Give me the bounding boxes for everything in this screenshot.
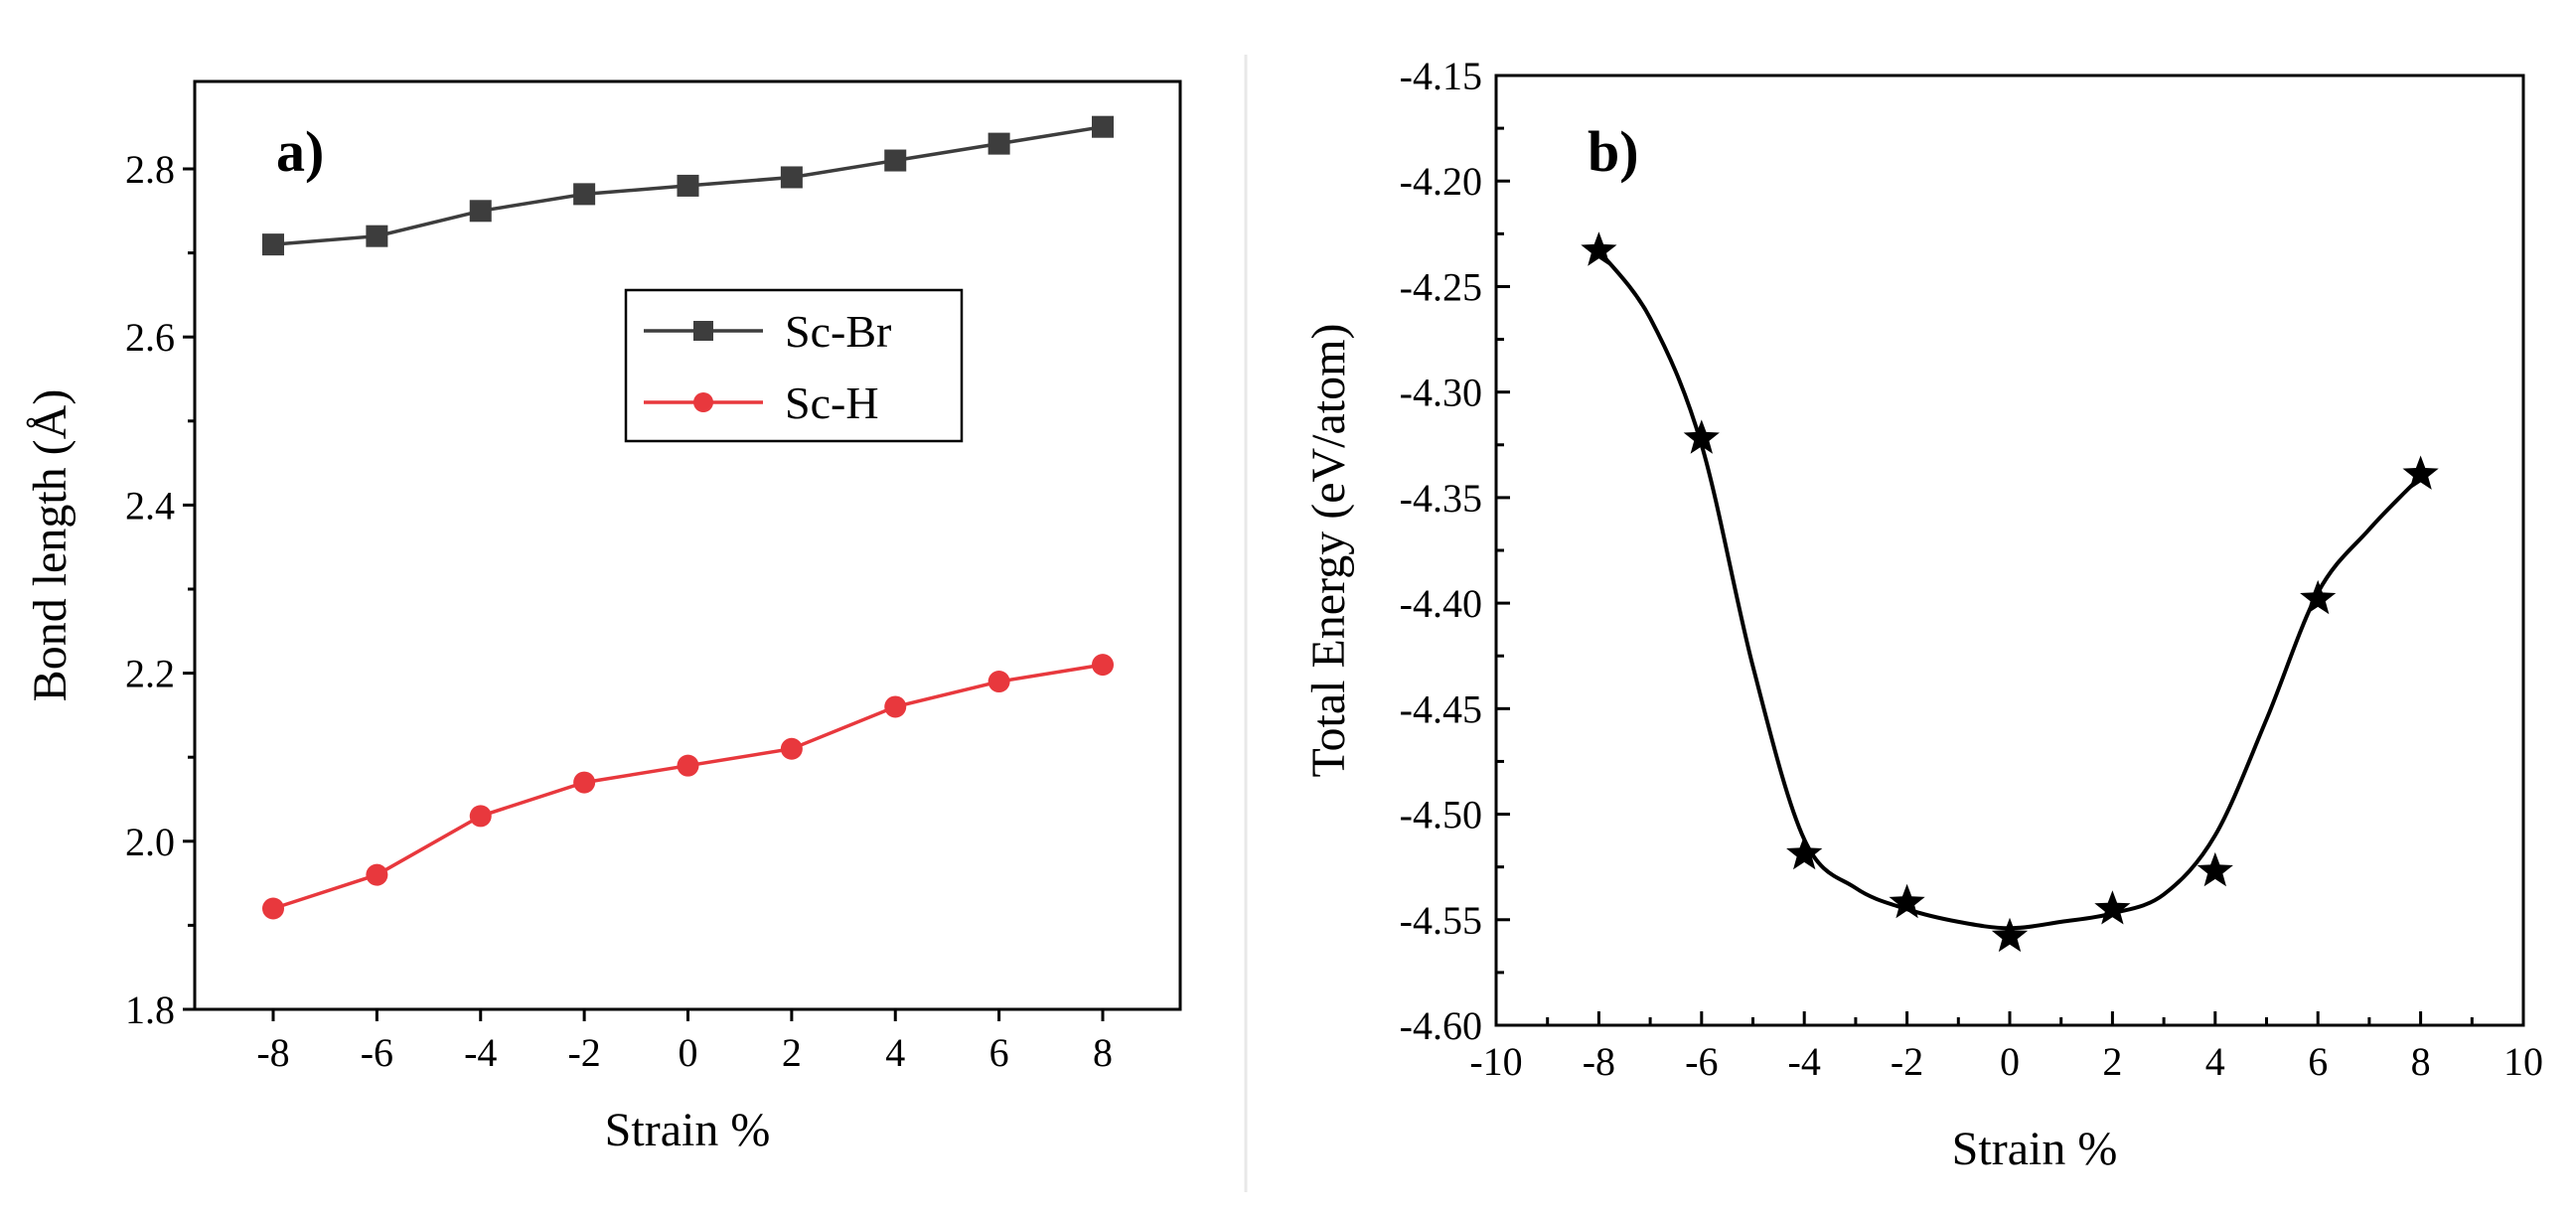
data-point-sc-br bbox=[1092, 115, 1114, 138]
legend-label-sc-h: Sc-H bbox=[785, 378, 879, 428]
data-point-sc-h bbox=[677, 754, 699, 777]
panel-b-series bbox=[1581, 231, 2439, 953]
panel-b-x-tick-label: -6 bbox=[1685, 1039, 1718, 1084]
panel-a-y-tick-label: 1.8 bbox=[125, 987, 175, 1032]
data-point-star bbox=[1889, 883, 1925, 919]
panel-a-y-axis-label: Bond length (Å) bbox=[24, 389, 76, 702]
panel-a-x-tick-label: 0 bbox=[679, 1030, 698, 1075]
panel-b-x-tick-label: -10 bbox=[1469, 1039, 1522, 1084]
data-point-star bbox=[2197, 851, 2233, 887]
data-point-sc-br bbox=[780, 166, 803, 189]
data-point-star bbox=[1786, 835, 1823, 870]
panel-b-y-tick-label: -4.35 bbox=[1400, 476, 1482, 521]
panel-b-x-tick-label: 8 bbox=[2411, 1039, 2431, 1084]
legend-marker-sc-h bbox=[693, 392, 713, 412]
data-point-sc-h bbox=[262, 897, 284, 920]
data-point-sc-h bbox=[366, 863, 388, 886]
panel-b-x-tick-label: 10 bbox=[2503, 1039, 2543, 1084]
panel-b-x-tick-label: 6 bbox=[2308, 1039, 2328, 1084]
panel-a-ticks: 1.8 2.0 2.2 2.4 2.6 2.8 -8 -6 -4 -2 0 2 4 6 8 bbox=[125, 147, 1113, 1075]
panel-b-x-tick-label: -2 bbox=[1891, 1039, 1923, 1084]
panel-a-frame bbox=[193, 79, 1182, 1011]
panel-b-ticks: -10 -8 -6 -4 -2 0 2 4 6 8 10 -4.60 -4.55 -4.50 -4.45 -4… bbox=[1400, 54, 2543, 1084]
panel-a-x-tick-label: 6 bbox=[989, 1030, 1009, 1075]
series-line-sc-h bbox=[272, 663, 1104, 911]
data-point-sc-br bbox=[469, 200, 492, 223]
panel-b-y-tick-label: -4.25 bbox=[1400, 264, 1482, 309]
panel-b-y-tick-label: -4.55 bbox=[1400, 898, 1482, 943]
data-point-sc-h bbox=[780, 737, 803, 760]
data-point-sc-br bbox=[573, 183, 596, 206]
panel-b-x-axis-label: Strain % bbox=[1952, 1123, 2118, 1175]
data-point-star bbox=[1581, 231, 1617, 266]
panel-b-y-tick-label: -4.40 bbox=[1400, 581, 1482, 626]
data-point-sc-br bbox=[677, 174, 699, 197]
panel-a-y-tick-label: 2.6 bbox=[125, 315, 175, 360]
data-point-sc-h bbox=[884, 695, 907, 718]
data-point-sc-h bbox=[987, 671, 1010, 693]
panel-a-label: a) bbox=[276, 119, 324, 184]
panel-a-y-tick-label: 2.2 bbox=[125, 652, 175, 696]
panel-a-x-axis-label: Strain % bbox=[605, 1104, 771, 1156]
panel-b-y-tick-label: -4.50 bbox=[1400, 793, 1482, 837]
legend-label-sc-br: Sc-Br bbox=[785, 306, 891, 357]
data-point-sc-h bbox=[1092, 654, 1114, 677]
data-point-sc-br bbox=[366, 225, 388, 247]
panel-b-y-tick-label: -4.20 bbox=[1400, 159, 1482, 204]
panel-b-x-tick-label: -4 bbox=[1788, 1039, 1821, 1084]
data-point-star bbox=[1683, 419, 1720, 454]
panel-b-fit-curve bbox=[1596, 249, 2423, 931]
data-point-star bbox=[2094, 890, 2131, 925]
panel-b-x-tick-label: 4 bbox=[2205, 1039, 2225, 1084]
panel-b-frame bbox=[1494, 74, 2525, 1027]
panel-a-series bbox=[262, 115, 1114, 920]
data-point-sc-br bbox=[987, 132, 1010, 155]
legend-marker-sc-br bbox=[693, 321, 713, 341]
panel-b-y-tick-label: -4.60 bbox=[1400, 1003, 1482, 1048]
panel-a-y-tick-label: 2.4 bbox=[125, 483, 175, 528]
panel-a-x-tick-label: -4 bbox=[464, 1030, 497, 1075]
data-point-sc-h bbox=[573, 771, 596, 794]
data-point-star bbox=[2402, 455, 2439, 490]
data-point-sc-br bbox=[262, 233, 284, 256]
panel-a-x-tick-label: 8 bbox=[1093, 1030, 1113, 1075]
panel-a-y-tick-label: 2.8 bbox=[125, 147, 175, 192]
chart-panel-a: a) 1.8 2.0 2.2 2.4 2.6 2.8 -8 -6 -4 -2 0 2 4 6 8 Strai… bbox=[24, 79, 1182, 1156]
data-point-sc-h bbox=[469, 805, 492, 828]
panel-b-x-tick-label: -8 bbox=[1583, 1039, 1615, 1084]
data-point-star bbox=[1991, 917, 2029, 953]
panel-b-label: b) bbox=[1588, 119, 1639, 184]
data-point-star bbox=[2300, 579, 2337, 615]
panel-b-x-tick-label: 2 bbox=[2102, 1039, 2122, 1084]
panel-a-legend: Sc-Br Sc-H bbox=[624, 288, 964, 443]
panel-b-y-axis-label: Total Energy (eV/atom) bbox=[1302, 324, 1355, 778]
panel-b-y-tick-label: -4.45 bbox=[1400, 686, 1482, 731]
panel-a-x-tick-label: -6 bbox=[361, 1030, 393, 1075]
panel-a-x-tick-label: 2 bbox=[782, 1030, 802, 1075]
data-point-sc-br bbox=[884, 149, 907, 172]
chart-panel-b: b) -10 -8 -6 -4 -2 0 2 4 6 8 10 -4.60 -4.55 -4.50 -4.4… bbox=[1302, 54, 2543, 1175]
panel-a-x-tick-label: 4 bbox=[885, 1030, 905, 1075]
panel-a-y-tick-label: 2.0 bbox=[125, 820, 175, 864]
panel-b-y-tick-label: -4.30 bbox=[1400, 371, 1482, 415]
legend-box bbox=[624, 288, 964, 443]
panel-b-x-tick-label: 0 bbox=[2000, 1039, 2020, 1084]
panel-b-y-tick-label: -4.15 bbox=[1400, 54, 1482, 98]
panel-a-x-tick-label: -8 bbox=[256, 1030, 289, 1075]
panel-a-x-tick-label: -2 bbox=[567, 1030, 600, 1075]
